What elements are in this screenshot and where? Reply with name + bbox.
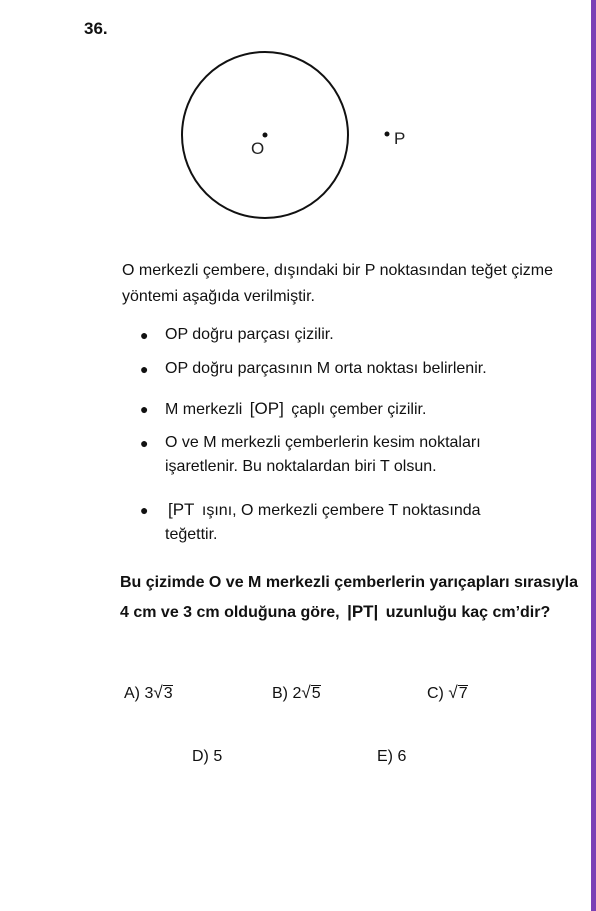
label-o: O bbox=[251, 139, 264, 158]
option-letter: E) bbox=[377, 748, 393, 765]
segment-pt-length: |PT| bbox=[347, 602, 379, 621]
option-e[interactable]: E) 6 bbox=[377, 748, 406, 766]
step-text: M merkezli [OP] çaplı çember çizilir. bbox=[165, 397, 560, 422]
page-margin-bar bbox=[591, 0, 596, 911]
step-text-before: M merkezli bbox=[165, 401, 243, 418]
option-radicand: 7 bbox=[457, 685, 468, 702]
option-letter: B) bbox=[272, 685, 288, 702]
question-text: Bu çizimde O ve M merkezli çemberlerin y… bbox=[120, 568, 580, 627]
sqrt-icon: √ bbox=[301, 683, 311, 702]
bullet-icon bbox=[140, 498, 165, 547]
step-text: O ve M merkezli çemberlerin kesim noktal… bbox=[165, 431, 560, 479]
step-text-line1: O ve M merkezli çemberlerin kesim noktal… bbox=[165, 434, 481, 451]
step-text-line2: teğettir. bbox=[165, 526, 218, 543]
step-text-line2: işaretlenir. Bu noktalardan biri T olsun… bbox=[165, 458, 437, 475]
sqrt-icon: √ bbox=[448, 683, 458, 702]
option-radicand: 3 bbox=[162, 685, 173, 702]
bullet-icon bbox=[140, 357, 165, 381]
intro-text: O merkezli çembere, dışındaki bir P nokt… bbox=[122, 262, 554, 305]
label-p: P bbox=[394, 129, 405, 148]
option-radicand: 5 bbox=[310, 685, 321, 702]
step-1: OP doğru parçası çizilir. bbox=[140, 323, 560, 347]
option-letter: A) bbox=[124, 685, 140, 702]
option-b[interactable]: B) 2√5 bbox=[272, 683, 321, 703]
bullet-icon bbox=[140, 323, 165, 347]
step-text: [PT ışını, O merkezli çembere T noktasın… bbox=[165, 498, 560, 547]
segment-op: [OP] bbox=[249, 399, 284, 418]
sqrt-icon: √ bbox=[153, 683, 163, 702]
question-part2: uzunluğu kaç cm’dir? bbox=[385, 604, 551, 621]
option-d[interactable]: D) 5 bbox=[192, 748, 222, 766]
step-4: O ve M merkezli çemberlerin kesim noktal… bbox=[140, 431, 560, 479]
step-text-after: çaplı çember çizilir. bbox=[291, 401, 427, 418]
step-2: OP doğru parçasının M orta noktası belir… bbox=[140, 357, 560, 381]
option-value: 6 bbox=[397, 748, 407, 765]
option-coef: 3 bbox=[144, 685, 154, 702]
step-text: OP doğru parçasının M orta noktası belir… bbox=[165, 360, 487, 377]
question-part1: Bu çizimde O ve M merkezli çemberlerin y… bbox=[120, 574, 579, 621]
option-coef: 2 bbox=[292, 685, 302, 702]
bullet-icon bbox=[140, 431, 165, 479]
circle-figure: O P bbox=[181, 51, 405, 219]
question-number: 36. bbox=[84, 19, 108, 38]
option-letter: C) bbox=[427, 685, 444, 702]
option-a[interactable]: A) 3√3 bbox=[124, 683, 173, 703]
step-5: [PT ışını, O merkezli çembere T noktasın… bbox=[140, 498, 560, 547]
option-letter: D) bbox=[192, 748, 209, 765]
point-p bbox=[384, 131, 390, 137]
step-3: M merkezli [OP] çaplı çember çizilir. bbox=[140, 397, 560, 422]
option-c[interactable]: C) √7 bbox=[427, 683, 468, 703]
step-text: OP doğru parçası çizilir. bbox=[165, 326, 334, 343]
step-text-after: ışını, O merkezli çembere T noktasında bbox=[201, 502, 481, 519]
circle-o bbox=[181, 51, 349, 219]
center-point-o bbox=[262, 132, 268, 138]
bullet-icon bbox=[140, 397, 165, 422]
option-value: 5 bbox=[213, 748, 223, 765]
ray-pt: [PT bbox=[168, 500, 195, 519]
